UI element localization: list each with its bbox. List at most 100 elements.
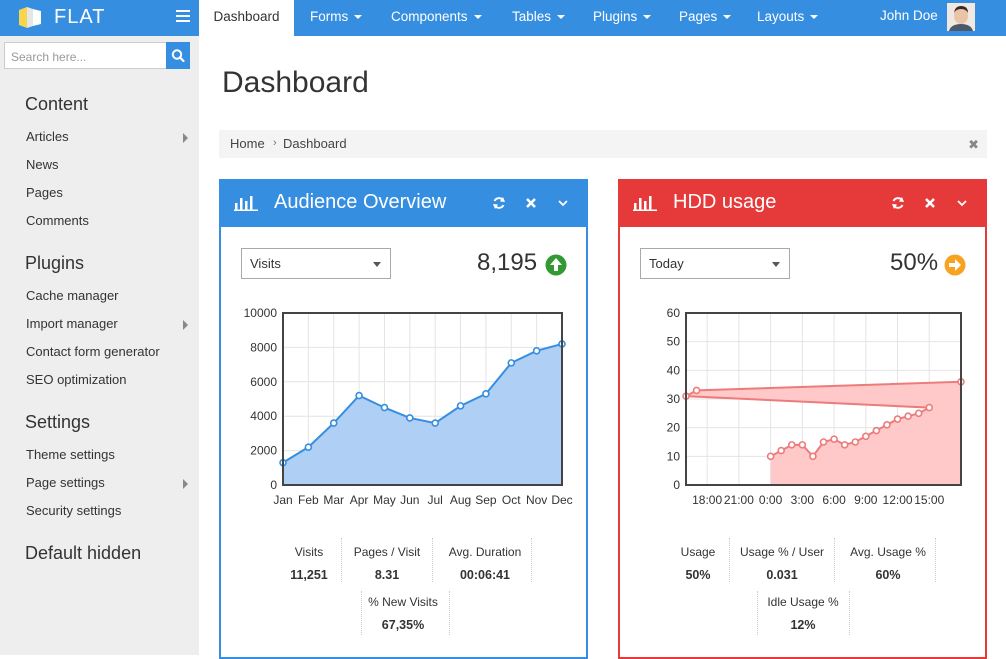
sidebar-item-label: Page settings <box>26 475 105 490</box>
search-button[interactable] <box>166 42 190 69</box>
chevron-right-icon <box>183 479 188 489</box>
sidebar-heading-plugins[interactable]: Plugins <box>25 253 85 273</box>
sidebar-item-pages[interactable]: Pages <box>26 183 196 203</box>
sidebar-heading-content[interactable]: Content <box>25 94 89 114</box>
sidebar-item-seo-optimization[interactable]: SEO optimization <box>26 370 196 390</box>
stat-value: 67,35% <box>381 618 425 632</box>
hdd-area-chart: 0 10 20 30 40 50 60 18:00 21:00 0:00 3:00 6:00 9:00 1… <box>667 306 965 507</box>
data-point <box>883 421 891 429</box>
sidebar-item-comments[interactable]: Comments <box>26 211 196 231</box>
stat-value: 8.31 <box>374 568 400 582</box>
visits-total: 8,195 <box>477 249 538 276</box>
data-point <box>851 438 860 446</box>
divider <box>449 591 450 635</box>
x-tick-label: 18:00 <box>692 493 722 507</box>
sidebar-item-label: Articles <box>26 129 69 144</box>
plot-border <box>685 312 962 486</box>
data-point <box>830 435 838 443</box>
close-icon[interactable] <box>922 195 938 211</box>
x-tick-label: Oct <box>502 493 521 507</box>
sidebar-item-news[interactable]: News <box>26 155 196 175</box>
menu-toggle-icon[interactable] <box>176 10 190 24</box>
caret-down-icon <box>810 15 819 20</box>
sidebar-item-page-settings[interactable]: Page settings <box>26 473 196 493</box>
data-point <box>819 438 828 446</box>
nav-forms[interactable]: Forms <box>310 0 363 36</box>
stat-label: Idle Usage % <box>767 595 839 609</box>
y-tick-label: 10 <box>667 449 681 463</box>
plot-border <box>282 312 563 486</box>
nav-dashboard[interactable]: Dashboard <box>199 0 294 36</box>
sidebar-heading-settings[interactable]: Settings <box>25 412 91 432</box>
sidebar-heading-default-hidden[interactable]: Default hidden <box>25 543 142 563</box>
chevron-down-icon[interactable] <box>555 195 571 211</box>
arrow-right-circle-icon <box>944 254 966 276</box>
nav-layouts[interactable]: Layouts <box>757 0 819 36</box>
stat-value: 0.031 <box>766 568 798 582</box>
nav-label: Tables <box>512 9 552 24</box>
y-tick-label: 0 <box>673 478 680 492</box>
y-tick-label: 20 <box>667 421 681 435</box>
caret-down-icon <box>557 15 566 20</box>
stat-label: Avg. Usage % <box>850 545 926 559</box>
sidebar-item-label: Theme settings <box>26 447 115 462</box>
series-area <box>686 381 961 485</box>
sidebar: Content Articles News Pages Comments Plu… <box>0 36 199 655</box>
avatar[interactable] <box>947 3 975 31</box>
sidebar-item-contact-form-generator[interactable]: Contact form generator <box>26 342 196 362</box>
close-icon[interactable] <box>523 195 539 211</box>
chevron-down-icon[interactable] <box>954 195 970 211</box>
data-point <box>904 412 912 420</box>
sidebar-item-import-manager[interactable]: Import manager <box>26 314 196 334</box>
data-point <box>914 409 923 418</box>
brand-logo[interactable]: FLAT <box>0 0 199 36</box>
period-select[interactable]: Today <box>640 248 790 279</box>
widget-header: HDD usage <box>620 181 985 227</box>
stat-label: % New Visits <box>368 595 438 609</box>
hdd-usage-total: 50% <box>890 249 939 276</box>
nav-components[interactable]: Components <box>391 0 482 36</box>
sidebar-item-articles[interactable]: Articles <box>26 127 196 147</box>
search-input[interactable] <box>5 43 173 70</box>
breadcrumb-home[interactable]: Home <box>230 136 265 151</box>
close-icon[interactable]: ✖ <box>968 137 979 152</box>
data-point <box>507 359 516 367</box>
caret-down-icon <box>723 15 732 20</box>
x-tick-label: Jul <box>428 493 443 507</box>
data-point <box>872 426 881 435</box>
x-tick-label: Mar <box>323 493 344 507</box>
data-point <box>862 432 870 441</box>
stat-label: Pages / Visit <box>353 545 421 559</box>
caret-down-icon <box>373 262 381 267</box>
x-tick-label: 0:00 <box>759 493 783 507</box>
y-tick-label: 2000 <box>250 444 277 458</box>
sidebar-item-cache-manager[interactable]: Cache manager <box>26 286 196 306</box>
nav-pages[interactable]: Pages <box>679 0 732 36</box>
data-point <box>809 452 817 461</box>
data-point <box>406 414 414 422</box>
data-point <box>840 441 849 449</box>
breadcrumb-dashboard[interactable]: Dashboard <box>283 136 347 151</box>
data-point <box>329 419 338 427</box>
refresh-icon[interactable] <box>491 195 507 211</box>
nav-tables[interactable]: Tables <box>512 0 566 36</box>
sidebar-item-label: Pages <box>26 185 63 200</box>
data-point <box>304 443 313 451</box>
data-point <box>798 441 807 449</box>
user-avatar-icon <box>947 3 975 31</box>
refresh-icon[interactable] <box>890 195 906 211</box>
bar-chart-icon <box>234 196 258 211</box>
user-name[interactable]: John Doe <box>880 8 938 23</box>
stat-value: 11,251 <box>290 568 328 582</box>
flat-logo-icon <box>19 7 41 28</box>
y-tick-label: 10000 <box>244 306 278 320</box>
nav-plugins[interactable]: Plugins <box>593 0 652 36</box>
y-tick-label: 4000 <box>250 409 277 423</box>
data-point <box>692 386 701 395</box>
metric-select[interactable]: Visits <box>241 248 391 279</box>
stat-label: Usage % / User <box>739 545 825 559</box>
sidebar-item-label: News <box>26 157 59 172</box>
sidebar-item-security-settings[interactable]: Security settings <box>26 501 196 521</box>
top-navbar: FLAT Dashboard Forms Components Tables P… <box>0 0 1006 36</box>
sidebar-item-theme-settings[interactable]: Theme settings <box>26 445 196 465</box>
